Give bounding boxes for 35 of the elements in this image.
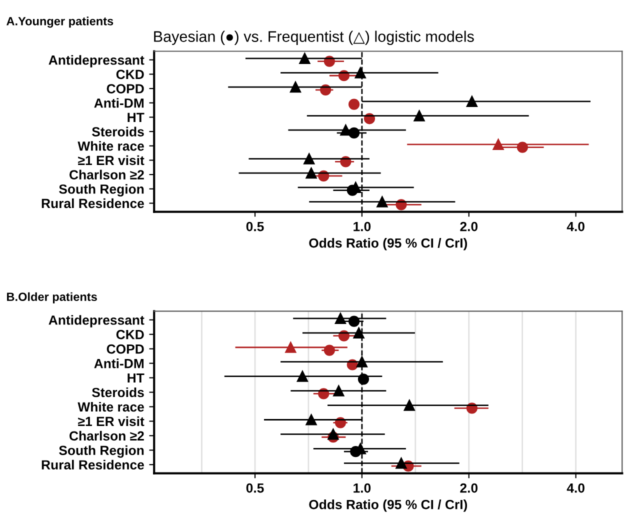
y-tick-label: Anti-DM [94,358,144,368]
x-tick-label: 1.0 [354,483,371,493]
y-tick-label: CKD [116,330,144,340]
y-tick-label: COPD [106,344,144,354]
x-tick-label: 0.5 [246,483,264,493]
x-tick-label: 4.0 [566,222,584,232]
y-tick-label: Rural Residence [42,198,144,208]
y-tick-label: South Region [59,184,144,196]
y-tick-label: ≥1 ER visit [78,155,144,166]
y-tick-label: Anti-DM [94,98,144,108]
x-tick-label: 2.0 [460,483,478,493]
y-tick-label: HT [128,112,144,122]
y-tick-label: Antidepressant [48,315,144,328]
x-tick-label: 2.0 [460,222,478,232]
y-tick-label: White race [78,402,144,412]
y-tick-label: White race [78,141,144,151]
y-tick-label: South Region [59,445,144,458]
chart-title: A.Younger patients [6,16,114,28]
x-axis-title: Odds Ratio (95 % CI / CrI) [309,500,468,512]
y-tick-label: HT [128,373,144,383]
y-tick-label: Charlson ≥2 [70,170,144,180]
x-tick-label: 1.0 [354,222,371,232]
y-tick-label: COPD [106,84,144,94]
text: B.Older patients [7,292,97,304]
y-tick-label: Steroids [92,387,144,398]
x-axis-title: Odds Ratio (95 % CI / CrI) [309,238,468,250]
y-tick-label: Rural Residence [42,460,144,470]
x-tick-label: 4.0 [566,483,584,493]
y-tick-label: Steroids [92,126,144,136]
y-tick-label: ≥1 ER visit [78,416,144,426]
x-tick-label: 0.5 [246,222,264,232]
y-tick-label: Antidepressant [48,55,144,68]
y-tick-label: CKD [116,70,144,80]
chart-subtitle: Bayesian (●) vs. Frequentist (△) logistic models [154,30,474,45]
y-tick-label: Charlson ≥2 [70,430,144,441]
